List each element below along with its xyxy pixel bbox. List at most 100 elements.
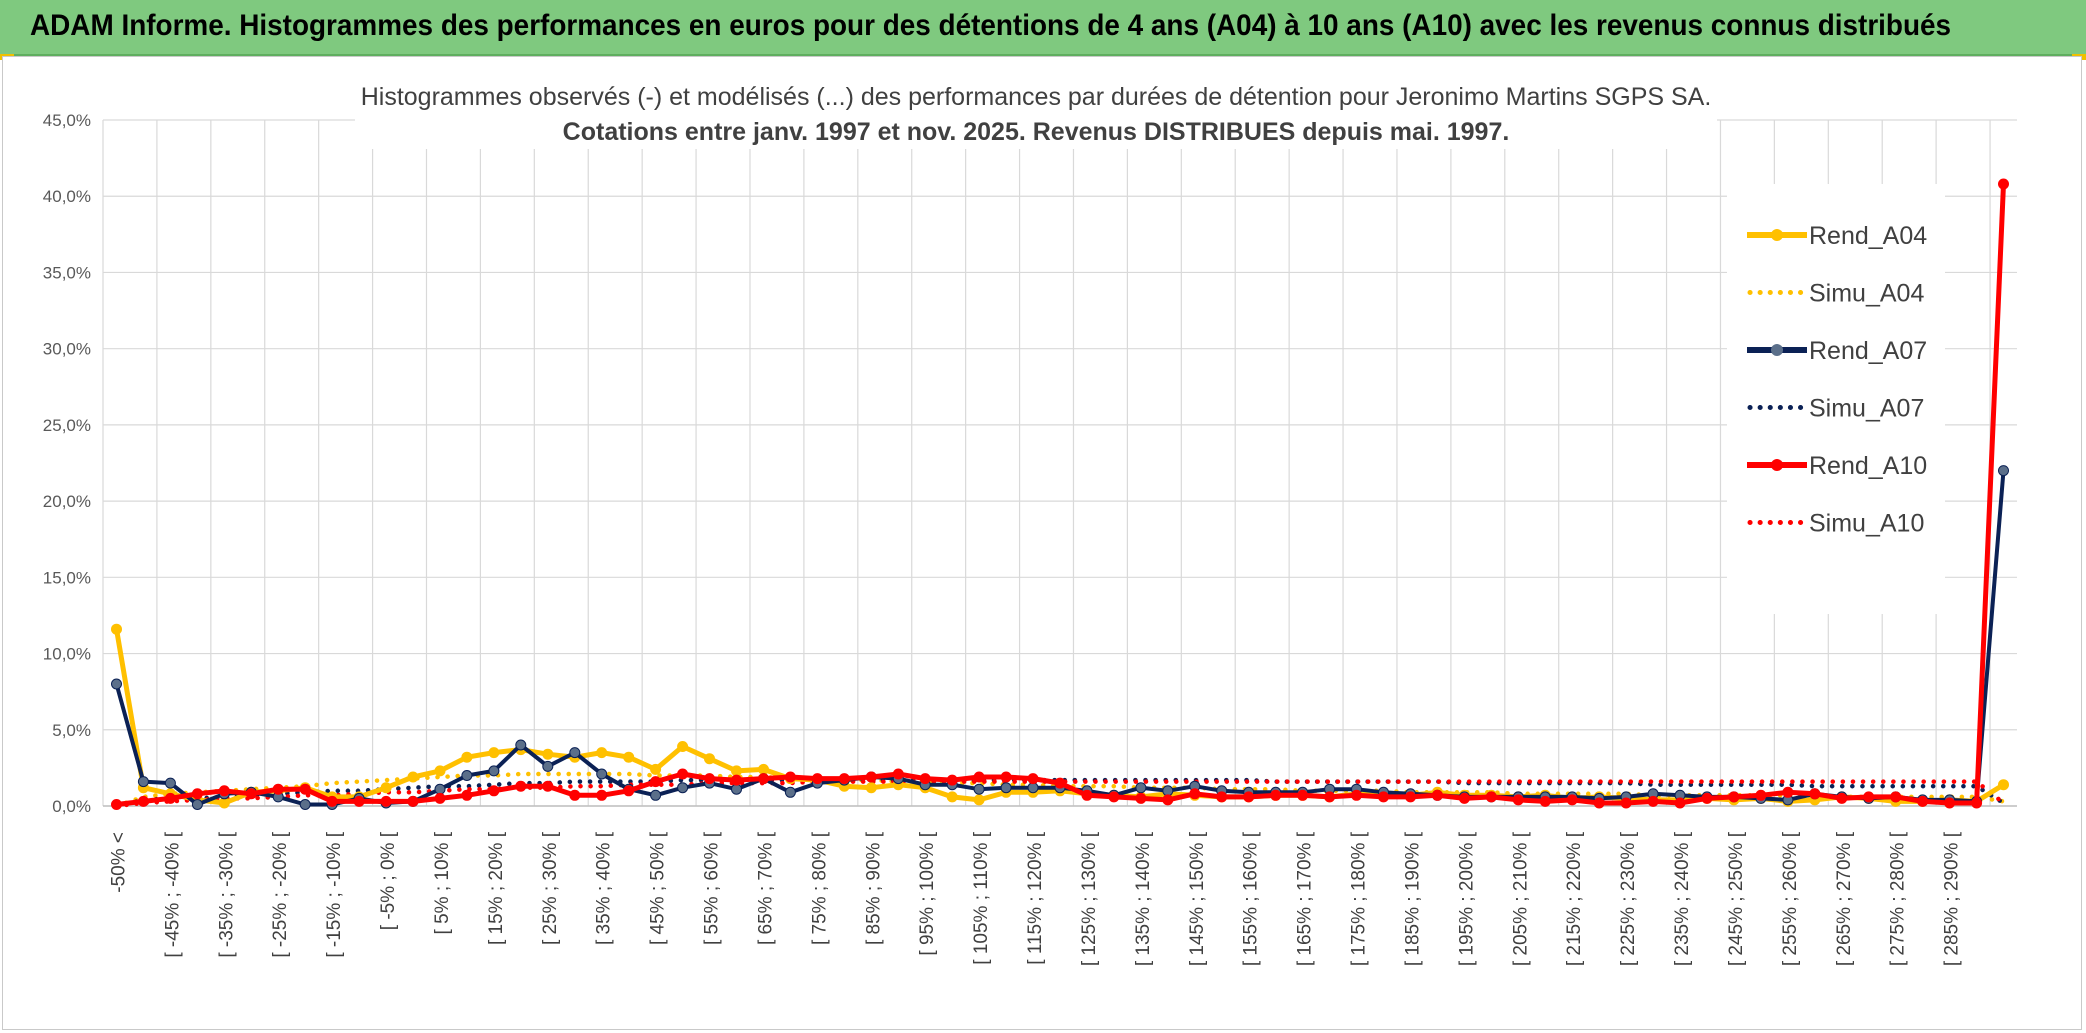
data-point: [488, 765, 500, 777]
data-point: [704, 773, 715, 785]
legend-label: Simu_A07: [1809, 395, 1924, 423]
data-point: [973, 771, 985, 783]
data-point: [137, 776, 149, 788]
data-point: [407, 771, 419, 783]
data-point: [434, 792, 446, 804]
y-axis-ticks: 0,0% 5,0% 10,0% 15,0% 20,0% 25,0% 30,0% 35,0% 40…: [43, 111, 91, 816]
data-point: [1701, 792, 1713, 804]
data-point: [461, 751, 473, 763]
data-point: [1890, 791, 1902, 803]
data-point: [973, 794, 985, 806]
x-tick-label: [ 245% ; 250% [: [1726, 831, 1747, 966]
data-point: [1108, 791, 1120, 803]
grid-layer: [102, 119, 2017, 807]
x-tick-label: [ 275% ; 280% [: [1888, 831, 1909, 966]
data-point: [1324, 791, 1336, 803]
data-point: [137, 795, 149, 807]
data-point: [299, 799, 311, 810]
x-tick-label: [ 175% ; 180% [: [1349, 831, 1370, 966]
data-point: [1944, 797, 1956, 809]
data-point: [892, 768, 904, 780]
data-point: [1485, 791, 1497, 803]
data-point: [434, 765, 446, 777]
x-tick-label: [ 5% ; 10% [: [432, 831, 453, 934]
data-point: [1431, 789, 1443, 801]
chart-subtitle: Cotations entre janv. 1997 et nov. 2025.…: [563, 118, 1510, 146]
data-point: [1782, 786, 1794, 798]
data-point: [1539, 795, 1551, 807]
chart-frame: 0,0% 5,0% 10,0% 15,0% 20,0% 25,0% 30,0% 35,0% 40…: [2, 56, 2082, 1030]
data-point: [623, 751, 635, 763]
series-rend-a07: [111, 465, 2009, 810]
data-point: [245, 788, 257, 800]
data-point: [1135, 782, 1147, 794]
data-point: [542, 780, 554, 792]
data-point: [1297, 789, 1309, 801]
chart-title-block: Histogrammes observés (-) et modélisés (…: [355, 77, 1717, 149]
data-point: [164, 792, 176, 804]
data-point: [1512, 794, 1524, 806]
x-tick-label: [ -35% ; -30% [: [216, 831, 237, 957]
x-tick-label: [ 75% ; 80% [: [809, 831, 830, 945]
x-tick-label: [ 15% ; 20% [: [486, 831, 507, 945]
data-point: [784, 771, 796, 783]
y-tick-label: 40,0%: [43, 187, 91, 206]
data-point: [1000, 771, 1012, 783]
data-point: [973, 783, 985, 795]
data-point: [1917, 795, 1929, 807]
data-point: [1998, 779, 2009, 791]
x-tick-label: [ 105% ; 110% [: [971, 831, 992, 964]
x-tick-label: [ 145% ; 150% [: [1187, 831, 1208, 966]
x-tick-label: [ 25% ; 30% [: [540, 831, 561, 945]
legend: Rend_A04 Simu_A04 Rend_A07 Simu_A07 Rend_A10…: [1727, 184, 1945, 614]
data-point: [1378, 791, 1389, 803]
legend-item-rend-a10: Rend_A10: [1747, 452, 1927, 480]
y-tick-label: 0,0%: [52, 797, 91, 816]
data-point: [515, 739, 527, 751]
data-point: [461, 770, 473, 781]
data-point: [569, 747, 581, 759]
data-point: [731, 783, 742, 795]
data-point: [542, 760, 554, 772]
data-point: [1620, 797, 1632, 809]
legend-background: [1727, 184, 1945, 614]
legend-marker: [1771, 344, 1783, 356]
legend-label: Simu_A10: [1809, 510, 1924, 538]
y-tick-label: 10,0%: [43, 645, 91, 664]
y-tick-label: 5,0%: [52, 721, 91, 740]
data-point: [218, 785, 230, 797]
x-tick-label: [ 205% ; 210% [: [1510, 831, 1531, 966]
data-point: [542, 748, 554, 760]
x-tick-label: [ -15% ; -10% [: [324, 831, 345, 957]
data-point: [111, 623, 122, 635]
data-point: [488, 785, 500, 797]
data-point: [1566, 794, 1578, 806]
performance-histogram-chart: 0,0% 5,0% 10,0% 15,0% 20,0% 25,0% 30,0% 35,0% 40…: [43, 77, 2017, 966]
legend-label: Rend_A04: [1809, 222, 1927, 250]
legend-label: Rend_A10: [1809, 452, 1927, 480]
chart-title-background: [355, 77, 1717, 149]
chart-title: Histogrammes observés (-) et modélisés (…: [361, 83, 1712, 111]
y-tick-label: 35,0%: [43, 263, 91, 282]
series-layer: [111, 178, 2009, 810]
data-point: [353, 795, 365, 807]
data-point: [596, 747, 608, 759]
data-point: [164, 777, 176, 789]
data-point: [784, 786, 796, 798]
data-point: [650, 789, 662, 801]
data-point: [1971, 797, 1983, 809]
series-simu-a07: [114, 777, 2006, 809]
data-point: [1027, 782, 1039, 794]
data-point: [1243, 791, 1255, 803]
data-point: [488, 747, 500, 759]
data-point: [191, 799, 203, 810]
x-tick-label: -50% <: [108, 832, 129, 893]
data-point: [838, 773, 850, 785]
legend-item-simu-a10: Simu_A10: [1747, 510, 1924, 538]
data-point: [407, 795, 419, 807]
x-tick-label: [ 115% ; 120% [: [1025, 831, 1046, 964]
legend-label: Rend_A07: [1809, 337, 1927, 365]
data-point: [1674, 797, 1686, 809]
data-point: [1351, 789, 1362, 801]
x-tick-label: [ 155% ; 160% [: [1241, 831, 1262, 966]
